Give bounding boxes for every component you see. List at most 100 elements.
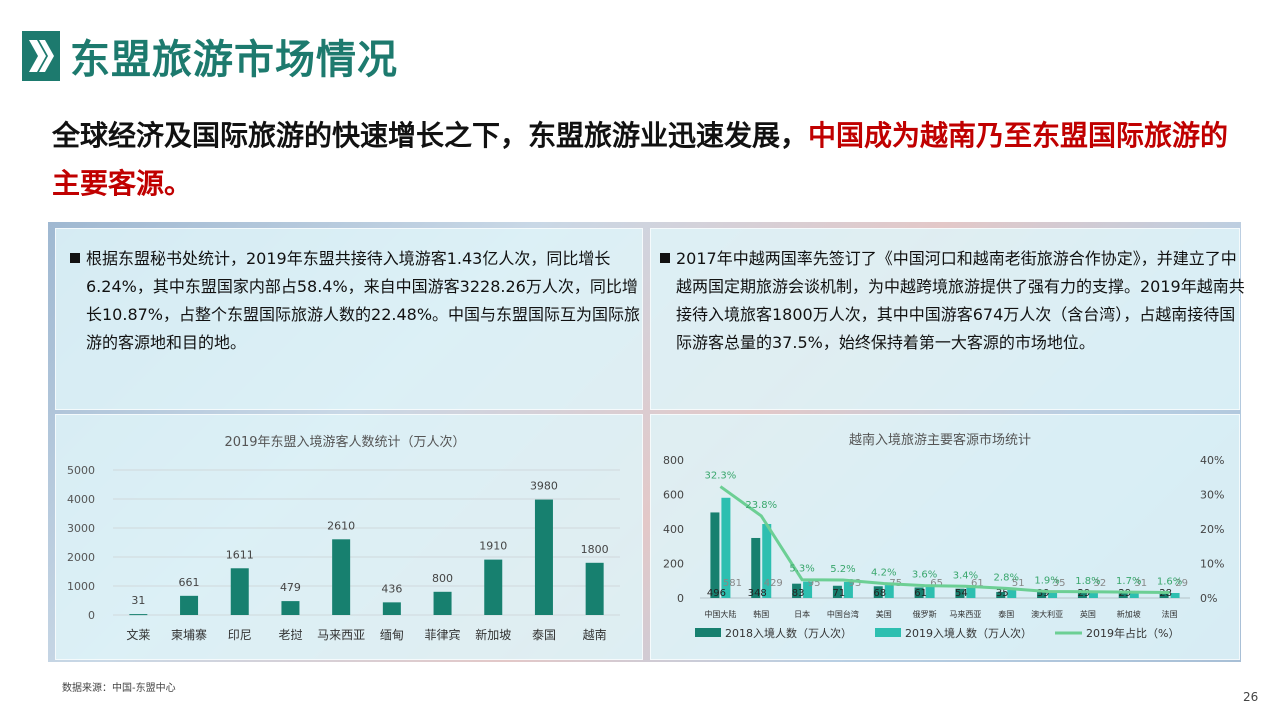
y2-tick-label: 30%: [1200, 489, 1224, 502]
data-label-2018: 39: [1037, 588, 1050, 599]
x-tick-label: 文莱: [126, 627, 150, 642]
share-label: 3.6%: [912, 570, 937, 581]
bar-2018: [1077, 592, 1087, 598]
y2-tick-label: 20%: [1200, 523, 1224, 536]
page-number: 26: [1243, 690, 1259, 704]
x-tick-label: 泰国: [998, 609, 1014, 619]
bar-2019: [803, 581, 813, 598]
bar-2019: [1048, 591, 1058, 598]
bar-2018: [751, 537, 761, 598]
data-label: 1910: [479, 540, 507, 553]
y-tick-label: 4000: [67, 493, 95, 506]
data-label-2019: 61: [971, 578, 984, 589]
share-line: [719, 485, 1170, 594]
data-label-2019: 51: [1012, 578, 1025, 589]
data-label: 2610: [327, 519, 355, 532]
title-bar: 东盟旅游市场情况: [22, 30, 398, 83]
bar-2019: [721, 497, 731, 598]
data-label-2019: 35: [1053, 578, 1066, 589]
data-label-2019: 581: [723, 578, 742, 589]
share-label: 3.4%: [953, 570, 978, 581]
legend-swatch-2019: [875, 628, 901, 637]
square-bullet-icon: [660, 253, 670, 263]
data-label: 1611: [226, 548, 254, 561]
bar: [281, 601, 300, 615]
data-source: 数据来源：中国-东盟中心: [62, 683, 176, 694]
x-tick-label: 泰国: [532, 628, 556, 642]
square-bullet-icon: [70, 253, 80, 263]
left-paragraph-text: 根据东盟秘书处统计，2019年东盟共接待入境游客1.43亿人次，同比增长6.24…: [86, 249, 641, 352]
x-tick-label: 菲律宾: [425, 627, 461, 642]
bar: [585, 562, 604, 615]
data-label-2019: 31: [1134, 578, 1147, 589]
y-tick-label: 0: [88, 609, 95, 622]
headline-red: 中国成为越南乃至东盟国际旅游的主要客源。: [52, 119, 1229, 200]
left-chart-panel: [55, 414, 643, 660]
y-tick-label: 600: [663, 489, 684, 502]
data-label-2018: 54: [955, 588, 968, 599]
data-label-2018: 83: [792, 588, 805, 599]
bar-2019: [1170, 592, 1180, 598]
chart-title: 2019年东盟入境游客人数统计（万人次）: [224, 434, 465, 450]
share-label: 1.7%: [1116, 576, 1141, 587]
legend-label-share: 2019年占比（%）: [1086, 626, 1179, 640]
left-paragraph: 根据东盟秘书处统计，2019年东盟共接待入境游客1.43亿人次，同比增长6.24…: [70, 245, 651, 357]
x-tick-label: 中国大陆: [704, 609, 736, 619]
data-label: 31: [131, 594, 145, 607]
bar-2019: [1129, 592, 1139, 598]
data-label: 436: [381, 582, 402, 595]
share-label: 1.8%: [1075, 576, 1100, 587]
x-tick-label: 新加坡: [475, 627, 511, 642]
left-text-panel: [55, 228, 643, 410]
right-paragraph: 2017年中越两国率先签订了《中国河口和越南老街旅游合作协定》，并建立了中越两国…: [660, 245, 1246, 357]
asean-arrivals-chart: 2019年东盟入境游客人数统计（万人次） 0 1000 2000 3000 4000 500…: [67, 434, 620, 642]
share-label: 23.8%: [745, 500, 777, 511]
x-tick-label: 英国: [1080, 609, 1096, 619]
y2-tick-label: 10%: [1200, 558, 1224, 571]
vietnam-source-market-chart: 越南入境旅游主要客源市场统计 0 200 400 600 800 0% 10% 20% 30% 40…: [663, 432, 1224, 640]
y2-tick-label: 40%: [1200, 454, 1224, 467]
x-tick-label: 马来西亚: [317, 628, 365, 642]
bar: [332, 539, 351, 615]
bar-2018: [914, 587, 924, 598]
data-label-2018: 348: [748, 588, 767, 599]
data-label-2019: 29: [1175, 578, 1188, 589]
data-label: 1800: [581, 543, 609, 556]
bar-2019: [762, 523, 772, 598]
bar-2019: [966, 587, 976, 598]
chevron-icon: [22, 31, 60, 81]
x-tick-label: 中国台湾: [827, 609, 859, 619]
x-tick-label: 印尼: [228, 628, 252, 642]
data-label-2018: 496: [707, 588, 726, 599]
data-label: 661: [179, 576, 200, 589]
share-label: 1.6%: [1157, 576, 1182, 587]
bar-2019: [1007, 589, 1017, 598]
x-tick-label: 柬埔寨: [171, 627, 207, 642]
y-tick-label: 0: [677, 592, 684, 605]
right-chart-panel: [650, 414, 1240, 660]
y2-tick-label: 0%: [1200, 592, 1217, 605]
bar-2018: [1037, 591, 1047, 598]
page-title: 东盟旅游市场情况: [70, 37, 398, 83]
y-tick-label: 400: [663, 523, 684, 536]
bar-2018: [873, 586, 883, 598]
data-label: 800: [432, 572, 453, 585]
data-label-2019: 65: [930, 578, 943, 589]
data-label-2018: 29: [1078, 588, 1091, 599]
x-tick-label: 老挝: [278, 628, 302, 642]
data-label-2019: 32: [1094, 578, 1107, 589]
data-label: 479: [280, 581, 301, 594]
y-tick-label: 5000: [67, 464, 95, 477]
right-paragraph-text: 2017年中越两国率先签订了《中国河口和越南老街旅游合作协定》，并建立了中越两国…: [676, 249, 1245, 352]
bar: [534, 499, 553, 615]
bar-2018: [955, 588, 965, 598]
y-tick-label: 1000: [67, 580, 95, 593]
x-tick-label: 俄罗斯: [913, 609, 937, 619]
data-label-2018: 71: [833, 588, 846, 599]
legend-label-2018: 2018入境人数（万人次）: [725, 626, 852, 640]
headline: 全球经济及国际旅游的快速增长之下，东盟旅游业迅速发展，中国成为越南乃至东盟国际旅…: [52, 112, 1242, 208]
share-label: 32.3%: [705, 471, 737, 482]
y-tick-label: 2000: [67, 551, 95, 564]
x-tick-label: 法国: [1162, 609, 1178, 619]
share-label: 5.3%: [789, 564, 814, 575]
